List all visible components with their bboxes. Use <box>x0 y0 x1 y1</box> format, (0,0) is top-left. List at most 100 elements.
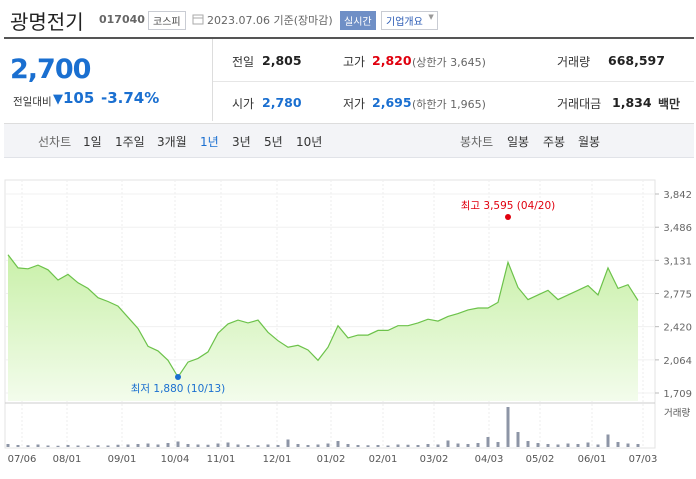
x-tick-label: 02/01 <box>369 454 398 465</box>
volume-bar <box>126 444 130 447</box>
x-tick-label: 03/02 <box>420 454 449 465</box>
stat-label: 시가 <box>232 97 255 111</box>
realtime-button[interactable]: 실시간 <box>340 11 376 30</box>
y-tick-label: 2,775 <box>663 290 692 301</box>
candle-button[interactable]: 주봉 <box>543 135 566 149</box>
volume-bar <box>536 443 540 447</box>
extreme-marker <box>505 214 511 221</box>
volume-bar <box>176 441 180 447</box>
volume-bar <box>586 442 590 447</box>
volume-bar <box>386 445 390 447</box>
y-tick-label: 3,486 <box>663 223 692 234</box>
volume-bar <box>146 443 150 447</box>
price-line <box>7 254 639 379</box>
stat-value: 2,780 <box>262 95 302 110</box>
period-button[interactable]: 3년 <box>232 135 251 149</box>
volume-bar <box>316 444 320 447</box>
x-tick-label: 07/06 <box>8 454 37 465</box>
period-bar <box>4 124 694 158</box>
info-box <box>4 37 694 124</box>
volume-bar <box>46 445 50 447</box>
volume-bar <box>556 444 560 447</box>
volume-bar <box>366 445 370 447</box>
volume-label: 거래량 <box>664 407 690 419</box>
volume-bar <box>406 444 410 447</box>
volume-bar <box>426 444 430 447</box>
volume-bar <box>116 444 120 447</box>
stat-note: (상한가 3,645) <box>412 56 486 69</box>
volume-bar <box>286 439 290 447</box>
volume-bar <box>616 442 620 447</box>
stat-label: 거래량 <box>557 55 591 69</box>
volume-bar <box>256 445 260 447</box>
period-button[interactable]: 3개월 <box>157 135 187 149</box>
change-pct: -3.74% <box>101 89 160 107</box>
stat-value: 1,834 <box>612 95 652 110</box>
stat-label: 거래대금 <box>557 97 602 111</box>
divider <box>213 81 694 82</box>
volume-bar <box>416 445 420 447</box>
overview-button[interactable]: 기업개요 ▼ <box>381 11 438 30</box>
volume-bar <box>446 440 450 447</box>
volume-bar <box>206 444 210 447</box>
y-tick-label: 3,842 <box>663 190 692 201</box>
y-tick-label: 2,420 <box>663 323 692 334</box>
period-button[interactable]: 1년 <box>200 135 219 149</box>
volume-bar <box>546 444 550 447</box>
calendar-icon <box>192 14 204 25</box>
volume-bar <box>156 444 160 447</box>
volume-bar <box>376 445 380 447</box>
volume-bar <box>226 442 230 447</box>
volume-bar <box>276 445 280 447</box>
x-tick-label: 04/03 <box>475 454 504 465</box>
volume-bar <box>326 443 330 447</box>
change-value: 105 <box>63 89 95 107</box>
volume-bar <box>246 445 250 447</box>
volume-bar <box>606 434 610 447</box>
volume-bar <box>86 445 90 447</box>
volume-bar <box>106 445 110 447</box>
volume-bar <box>66 445 70 447</box>
x-tick-label: 05/02 <box>526 454 555 465</box>
volume-bar <box>506 407 510 447</box>
line-chart-label: 선차트 <box>38 135 72 149</box>
volume-bar <box>36 444 40 447</box>
candle-button[interactable]: 일봉 <box>507 135 530 149</box>
volume-bar <box>266 444 270 447</box>
volume-bar <box>576 444 580 447</box>
stat-label: 고가 <box>343 55 366 69</box>
volume-bar <box>636 444 640 447</box>
volume-bar <box>476 443 480 447</box>
volume-bar <box>306 445 310 447</box>
volume-bar <box>166 443 170 447</box>
period-button[interactable]: 10년 <box>296 135 323 149</box>
volume-bar <box>526 441 530 447</box>
stock-code: 017040 <box>99 13 145 26</box>
candle-chart-label: 봉차트 <box>460 135 494 149</box>
stat-unit: 백만 <box>658 97 681 111</box>
period-button[interactable]: 1주일 <box>115 135 145 149</box>
volume-bar <box>356 445 360 447</box>
volume-bar <box>466 444 470 447</box>
stat-value: 668,597 <box>608 53 665 68</box>
volume-bar <box>596 444 600 447</box>
market-badge: 코스피 <box>148 11 186 30</box>
candle-button[interactable]: 월봉 <box>578 135 601 149</box>
volume-bar <box>346 444 350 447</box>
x-tick-label: 08/01 <box>53 454 82 465</box>
volume-bar <box>76 445 80 447</box>
volume-bar <box>216 443 220 447</box>
volume-bar <box>16 445 20 447</box>
x-tick-label: 01/02 <box>317 454 346 465</box>
x-tick-label: 12/01 <box>263 454 292 465</box>
stat-value: 2,695 <box>372 95 412 110</box>
y-tick-label: 2,064 <box>663 356 692 367</box>
volume-bar <box>56 445 60 447</box>
stat-label: 전일 <box>232 55 255 69</box>
period-button[interactable]: 5년 <box>264 135 283 149</box>
volume-bar <box>236 444 240 447</box>
volume-bar <box>566 443 570 447</box>
period-button[interactable]: 1일 <box>83 135 102 149</box>
volume-bar <box>336 441 340 447</box>
